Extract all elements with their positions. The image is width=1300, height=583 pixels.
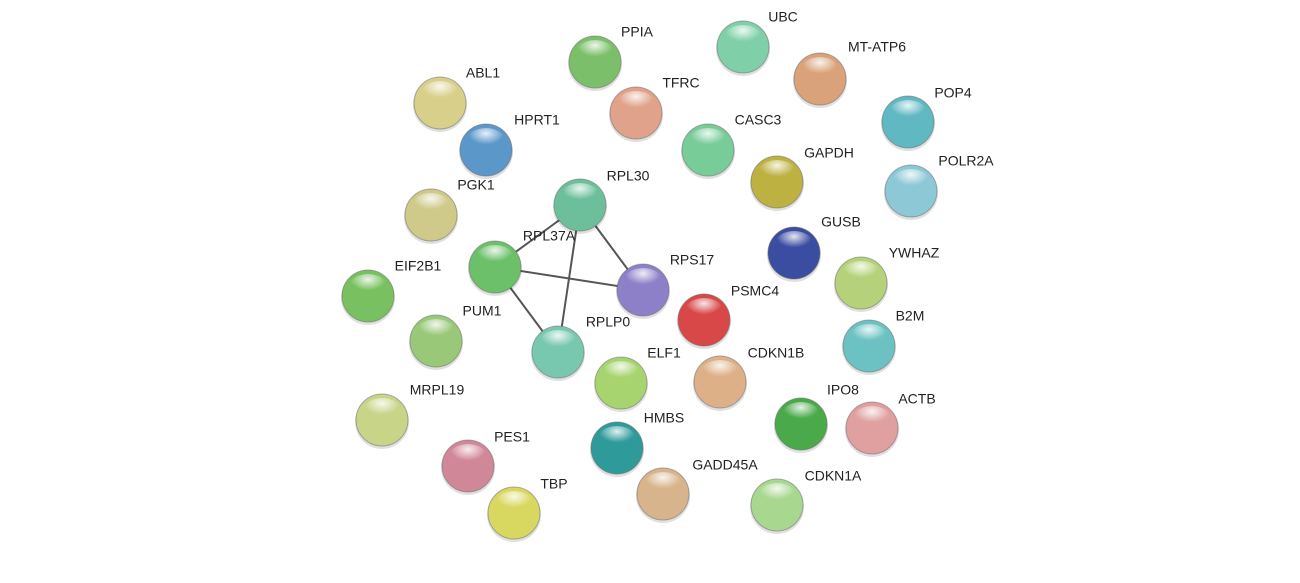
node-label: MT-ATP6	[848, 39, 906, 55]
node-shine	[759, 160, 795, 182]
node-shine	[851, 324, 887, 346]
node-shine	[468, 128, 504, 150]
node-shine	[686, 298, 722, 320]
node-shine	[422, 81, 458, 103]
node[interactable]: RPS17	[616, 252, 714, 319]
node-label: PUM1	[463, 303, 502, 319]
node-shine	[477, 245, 513, 267]
node[interactable]: GAPDH	[750, 145, 854, 211]
node-label: RPS17	[670, 252, 715, 268]
node-label: CDKN1B	[748, 345, 805, 361]
node-label: GUSB	[821, 214, 861, 230]
node-shine	[562, 183, 598, 205]
node-label: GADD45A	[692, 457, 758, 473]
node-label: ABL1	[466, 65, 500, 81]
node-shine	[350, 274, 386, 296]
node-label: PPIA	[621, 24, 654, 40]
node-shine	[690, 128, 726, 150]
node[interactable]: PPIA	[568, 24, 654, 91]
node-shine	[783, 402, 819, 424]
node[interactable]: POLR2A	[884, 153, 994, 220]
node-label: ELF1	[647, 345, 681, 361]
node-shine	[893, 169, 929, 191]
node-shine	[418, 319, 454, 341]
node[interactable]: PSMC4	[677, 283, 779, 349]
node[interactable]: ELF1	[594, 345, 681, 412]
node-label: HPRT1	[514, 112, 560, 128]
node-label: RPLP0	[586, 314, 631, 330]
node[interactable]: PES1	[441, 429, 530, 495]
node-shine	[854, 406, 890, 428]
node-label: B2M	[896, 308, 925, 324]
node[interactable]: GADD45A	[636, 457, 758, 523]
node-label: ACTB	[898, 391, 935, 407]
node[interactable]: IPO8	[774, 382, 859, 453]
node[interactable]: TBP	[487, 476, 568, 542]
node-label: MRPL19	[410, 382, 465, 398]
node[interactable]: PGK1	[404, 177, 495, 244]
node-label: CASC3	[735, 112, 782, 128]
node[interactable]: UBC	[716, 9, 798, 76]
node[interactable]: B2M	[842, 308, 924, 375]
node[interactable]: CASC3	[681, 112, 782, 179]
node-shine	[843, 261, 879, 283]
node-label: GAPDH	[804, 145, 854, 161]
nodes: PPIA UBC MT-ATP6 ABL1 TFRC POP4 HPRT1 CASC3 GAPD…	[341, 9, 994, 542]
node-label: POLR2A	[938, 153, 994, 169]
node[interactable]: YWHAZ	[834, 245, 940, 312]
node[interactable]: HMBS	[590, 410, 684, 477]
node-shine	[577, 40, 613, 62]
node[interactable]: CDKN1B	[693, 345, 804, 411]
node-shine	[618, 91, 654, 113]
node-label: RPL37A	[523, 228, 576, 244]
node[interactable]: MRPL19	[355, 382, 464, 449]
node[interactable]: RPLP0	[531, 314, 630, 381]
node-label: PGK1	[457, 177, 495, 193]
node-shine	[759, 483, 795, 505]
node[interactable]: HPRT1	[459, 112, 560, 179]
node-label: YWHAZ	[889, 245, 940, 261]
node-label: EIF2B1	[395, 258, 442, 274]
node-shine	[496, 491, 532, 513]
node[interactable]: MT-ATP6	[793, 39, 906, 108]
node[interactable]: ABL1	[413, 65, 500, 132]
node-shine	[603, 361, 639, 383]
node-label: IPO8	[827, 382, 859, 398]
node-shine	[625, 268, 661, 290]
node-shine	[450, 444, 486, 466]
node-shine	[413, 193, 449, 215]
node-label: TFRC	[662, 75, 699, 91]
node-label: HMBS	[644, 410, 684, 426]
node[interactable]: TFRC	[609, 75, 700, 142]
node[interactable]: ACTB	[845, 391, 936, 457]
node[interactable]: POP4	[881, 85, 972, 151]
node-label: PSMC4	[731, 283, 779, 299]
node[interactable]: PUM1	[409, 303, 502, 370]
node-shine	[645, 472, 681, 494]
node-shine	[540, 330, 576, 352]
node-label: CDKN1A	[805, 468, 862, 484]
node-shine	[702, 360, 738, 382]
node[interactable]: EIF2B1	[341, 258, 442, 325]
node-shine	[599, 426, 635, 448]
node[interactable]: RPL37A	[468, 228, 576, 296]
node-label: PES1	[494, 429, 530, 445]
node-shine	[725, 25, 761, 47]
node[interactable]: RPL30	[553, 168, 650, 234]
node-label: UBC	[768, 9, 798, 25]
node[interactable]: GUSB	[767, 214, 861, 282]
node-label: RPL30	[607, 168, 650, 184]
node[interactable]: CDKN1A	[750, 468, 862, 534]
node-shine	[802, 57, 838, 79]
node-shine	[776, 231, 812, 253]
node-shine	[364, 398, 400, 420]
node-label: TBP	[540, 476, 567, 492]
node-shine	[890, 100, 926, 122]
node-label: POP4	[934, 85, 972, 101]
